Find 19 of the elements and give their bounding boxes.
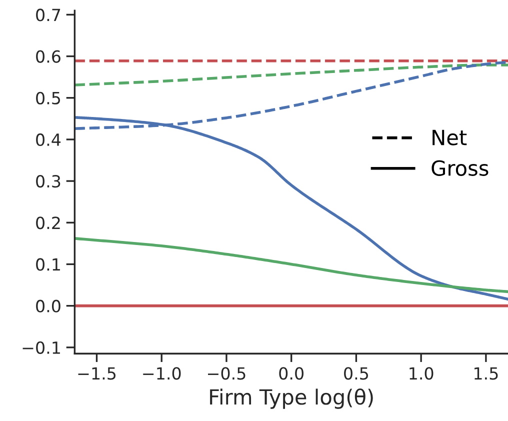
x-tick-label: −1.5 xyxy=(78,367,116,380)
x-tick-label: 1.0 xyxy=(410,367,434,380)
y-tick-label: 0.0 xyxy=(36,300,60,312)
y-tick-label: −0.1 xyxy=(22,341,60,354)
annotation: Gross xyxy=(432,160,488,176)
x-tick-label: −0.5 xyxy=(208,367,246,380)
x-tick-label: 0.5 xyxy=(344,367,368,380)
x-tick-label: 0.0 xyxy=(279,367,304,380)
y-tick-label: 0.5 xyxy=(36,92,60,104)
x-tick-label: −1.0 xyxy=(143,367,181,380)
y-tick-label: 0.3 xyxy=(36,175,60,188)
y-tick-label: 0.7 xyxy=(36,8,60,22)
annotation: Net xyxy=(432,130,467,146)
y-tick-label: 0.4 xyxy=(36,133,61,146)
y-tick-label: 0.6 xyxy=(36,50,60,63)
x-tick-label: 1.5 xyxy=(474,367,498,380)
y-tick-label: 0.1 xyxy=(36,258,60,271)
x-axis-title: Firm Type log(θ) xyxy=(210,388,373,409)
y-tick-label: 0.2 xyxy=(36,216,60,230)
